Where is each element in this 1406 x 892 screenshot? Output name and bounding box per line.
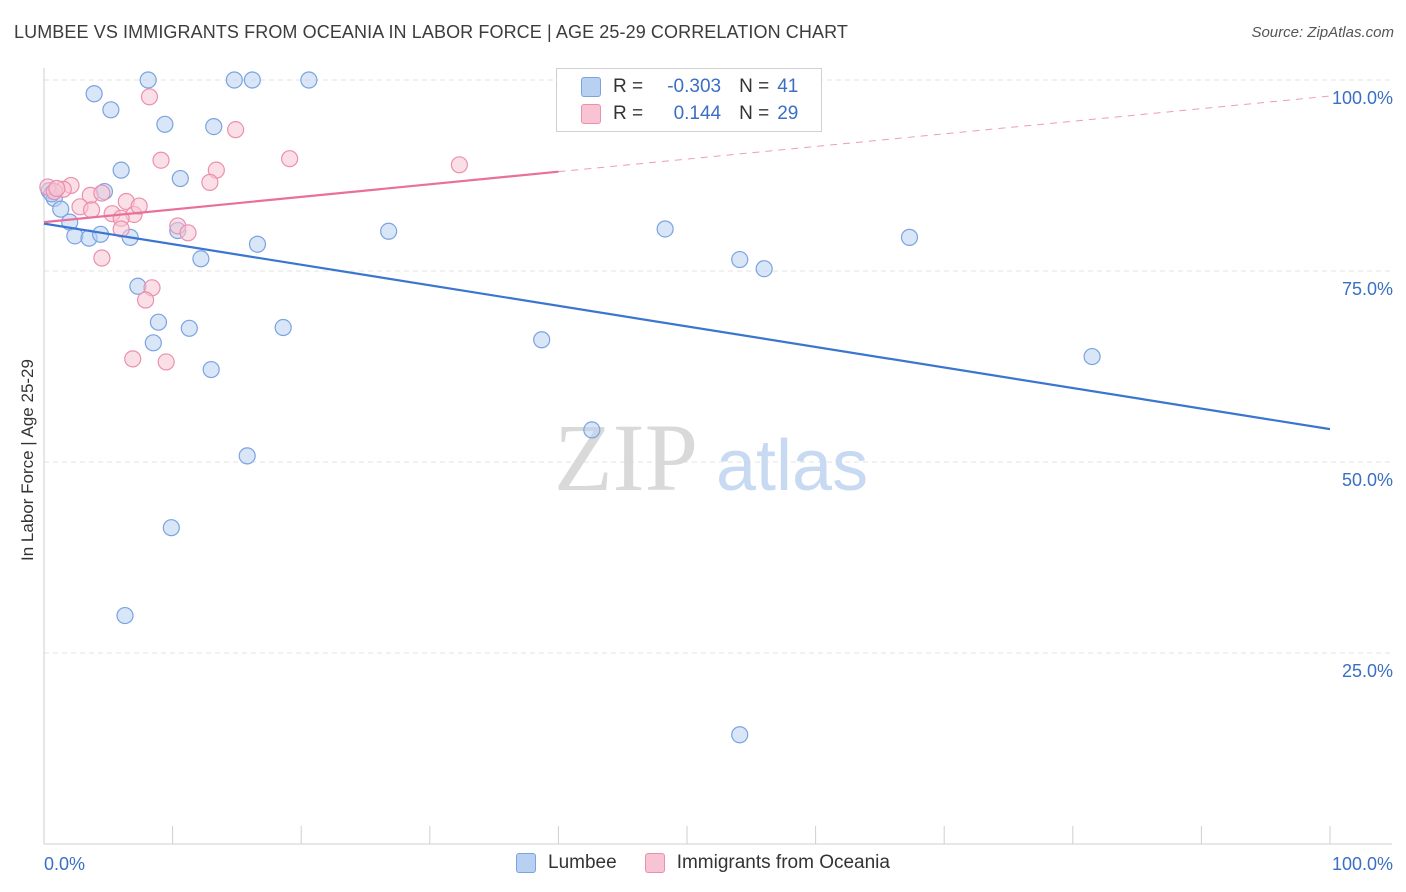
oceania-point — [136, 291, 155, 309]
lumbee-point — [156, 115, 174, 133]
lumbee-point — [162, 519, 180, 537]
lumbee-point — [171, 169, 189, 188]
lumbee-point — [102, 101, 120, 119]
lumbee-point — [583, 421, 601, 439]
lumbee-point — [900, 228, 919, 246]
series-legend-oceania: Immigrants from Oceania — [644, 852, 890, 874]
x-tick-label: 0.0% — [44, 854, 85, 874]
y-tick-label: 75.0% — [1342, 279, 1393, 299]
tick-labels: 25.0% 50.0% 75.0% 100.0% 0.0% 100.0% — [44, 88, 1393, 874]
oceania-point — [152, 151, 170, 169]
lumbee-point — [274, 318, 292, 337]
correlation-legend: R = -0.303 N = 41 R = 0.144 N = 29 — [556, 68, 822, 132]
lumbee-point — [192, 250, 210, 268]
oceania-point — [130, 197, 148, 215]
oceania-point — [281, 150, 299, 168]
series-legend-lumbee: Lumbee — [516, 852, 617, 874]
data-points — [39, 71, 1101, 744]
oceania-point — [82, 201, 101, 219]
trend-lines — [43, 95, 1331, 431]
oceania-point — [227, 121, 245, 139]
series-name-oceania: Immigrants from Oceania — [676, 852, 890, 873]
series-name-lumbee: Lumbee — [548, 852, 617, 873]
lumbee-point — [248, 235, 267, 253]
oceania-point — [179, 224, 197, 242]
lumbee-point — [731, 250, 749, 269]
lumbee-point — [300, 71, 318, 89]
legend-r-value-oceania: 0.144 — [673, 103, 722, 124]
lumbee-point — [755, 260, 773, 278]
x-tick-label: 100.0% — [1332, 854, 1393, 874]
y-tick-label: 25.0% — [1342, 661, 1393, 681]
oceania-point — [93, 184, 111, 202]
oceania-point — [93, 249, 111, 267]
lumbee-point — [85, 85, 103, 103]
y-tick-label: 100.0% — [1332, 88, 1393, 108]
gridlines — [44, 79, 1392, 654]
legend-row-lumbee: R = -0.303 N = 41 — [581, 74, 798, 100]
legend-r-label: R = — [613, 76, 644, 97]
lumbee-point — [731, 726, 749, 744]
oceania-point — [124, 350, 142, 368]
lumbee-point — [202, 360, 220, 379]
legend-n-value-oceania: 29 — [777, 103, 799, 124]
lumbee-point — [52, 200, 70, 218]
series-swatch-lumbee — [516, 853, 537, 873]
lumbee-point — [243, 71, 261, 89]
legend-n-label: N = — [739, 76, 770, 97]
oceania-point — [48, 179, 66, 198]
lumbee-point — [238, 447, 256, 465]
series-swatch-oceania — [644, 853, 665, 873]
legend-r-label: R = — [613, 103, 644, 124]
chart-title: LUMBEE VS IMMIGRANTS FROM OCEANIA IN LAB… — [14, 22, 848, 42]
oceania-point — [201, 173, 219, 191]
y-tick-label: 50.0% — [1342, 470, 1393, 490]
lumbee-point — [533, 331, 551, 349]
lumbee-point — [205, 118, 223, 136]
legend-swatch-lumbee — [581, 77, 601, 97]
lumbee-point — [180, 319, 198, 337]
lumbee-point — [112, 161, 130, 179]
oceania-trend-line — [43, 170, 559, 224]
lumbee-point — [144, 334, 162, 352]
lumbee-point — [225, 71, 243, 89]
watermark-atlas: atlas — [716, 426, 868, 506]
legend-row-oceania: R = 0.144 N = 29 — [581, 101, 798, 127]
series-legend: Lumbee Immigrants from Oceania — [0, 852, 1406, 874]
legend-swatch-oceania — [581, 104, 601, 124]
lumbee-point — [149, 313, 168, 331]
source-label: Source: ZipAtlas.com — [1251, 24, 1394, 41]
lumbee-point — [139, 71, 157, 89]
watermark: ZIP atlas — [554, 404, 868, 511]
legend-r-value-lumbee: -0.303 — [667, 76, 722, 97]
y-axis-label: In Labor Force | Age 25-29 — [18, 359, 37, 561]
lumbee-point — [116, 606, 134, 625]
legend-n-value-lumbee: 41 — [777, 76, 799, 97]
oceania-point — [450, 156, 468, 174]
oceania-point — [140, 88, 159, 106]
lumbee-point — [1083, 347, 1101, 366]
legend-n-label: N = — [739, 103, 770, 124]
oceania-point — [157, 353, 175, 371]
lumbee-trend-line — [43, 222, 1331, 431]
lumbee-point — [380, 222, 398, 240]
lumbee-point — [656, 220, 674, 238]
watermark-zip: ZIP — [554, 404, 698, 511]
